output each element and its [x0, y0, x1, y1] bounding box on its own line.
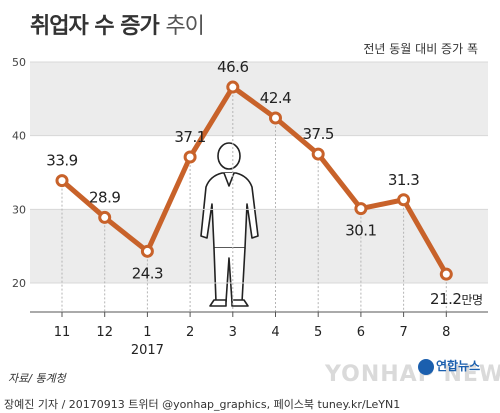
data-point: [226, 80, 240, 94]
x-tick-label: 2: [186, 325, 194, 340]
series-line: [59, 84, 449, 277]
x-tick-label: 6: [357, 325, 365, 340]
x-tick-label: 3: [229, 325, 237, 340]
data-labels: 33.9 28.9 24.3 37.1 46.6 42.4 37.5 30.1 31.3 21.2…: [46, 58, 483, 308]
data-point: [397, 193, 411, 207]
guide-lines: [61, 87, 447, 312]
y-tick-label: 50: [12, 56, 26, 69]
band-20-30: [30, 209, 488, 283]
band-40-50: [30, 62, 488, 136]
data-point: [269, 111, 282, 125]
data-points: [55, 80, 453, 281]
unit-label: 만명: [461, 293, 482, 307]
chart-subtitle: 전년 동월 대비 증가 폭: [363, 42, 478, 56]
year-label: 2017: [131, 343, 164, 358]
x-tick-label: 8: [442, 325, 450, 340]
x-tick-label: 11: [54, 325, 71, 340]
logo-text: 연합뉴스: [436, 359, 481, 373]
data-point: [140, 244, 154, 258]
businessman-illustration: [200, 142, 259, 307]
y-tick-label: 40: [12, 130, 26, 143]
data-point: [183, 150, 197, 164]
credit-line: 장예진 기자 / 20170913 트위터 @yonhap_graphics, …: [4, 398, 401, 411]
data-label: 33.9: [46, 152, 77, 170]
x-tick-label: 5: [314, 325, 322, 340]
data-label: 21.2만명: [430, 290, 483, 308]
x-tick-label: 4: [271, 325, 279, 340]
data-label: 31.3: [388, 171, 419, 189]
background-bands: [30, 62, 488, 283]
data-point: [354, 202, 368, 216]
logo-circle-icon: [418, 358, 434, 375]
data-label: 24.3: [132, 264, 163, 282]
data-point: [55, 174, 69, 188]
data-label: 42.4: [260, 89, 291, 107]
x-tick-label: 1: [143, 325, 151, 340]
data-label: 37.5: [302, 125, 333, 143]
title-light: 추이: [165, 14, 204, 39]
data-point: [439, 267, 453, 281]
title-main: 취업자 수 증가: [30, 14, 160, 39]
data-label: 30.1: [345, 222, 376, 240]
data-label: 37.1: [174, 128, 205, 146]
y-tick-label: 20: [12, 277, 26, 290]
data-point: [311, 147, 325, 161]
source-note: 자료/ 통계청: [8, 372, 66, 385]
x-tick-label: 7: [399, 325, 407, 340]
data-point: [98, 210, 112, 224]
watermark: YONHAP NEWS: [325, 362, 500, 387]
yonhap-logo: 연합뉴스: [418, 357, 480, 375]
data-label: 46.6: [217, 58, 248, 76]
y-tick-label: 30: [12, 203, 26, 216]
x-tick-label: 12: [96, 325, 113, 340]
chart-title: 취업자 수 증가 추이: [30, 8, 205, 40]
data-label: 28.9: [89, 188, 120, 206]
